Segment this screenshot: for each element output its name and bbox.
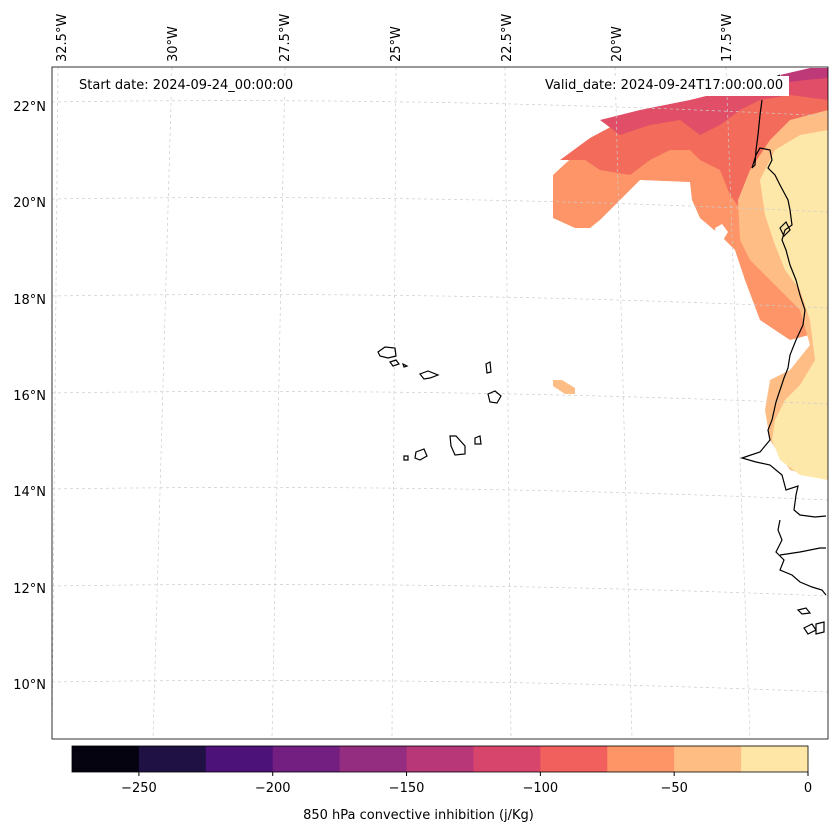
- lat-label: 10°N: [13, 678, 46, 693]
- valid-date-annotation: Valid_date: 2024-09-24T17:00:00.00: [539, 76, 790, 96]
- colorbar-swatch: [138, 746, 207, 772]
- gridline-lon: [51, 66, 59, 740]
- lat-label: 16°N: [13, 389, 46, 404]
- colorbar-swatch: [674, 746, 742, 772]
- gridline-lat: [51, 100, 829, 117]
- lon-label: 20°W: [610, 26, 625, 62]
- colorbar-swatch: [272, 746, 341, 772]
- colorbar-swatch: [406, 746, 474, 772]
- start-date-annotation: Start date: 2024-09-24_00:00:00: [73, 76, 300, 96]
- coastlines: [377, 74, 827, 635]
- lon-label: 30°W: [166, 26, 181, 62]
- colorbar-swatch: [473, 746, 541, 772]
- gridline-lat: [51, 487, 829, 501]
- gridline-lat: [51, 197, 829, 213]
- colorbar-tick-label: 0: [804, 781, 812, 796]
- colorbar-swatch: [72, 746, 140, 772]
- island-santiago: [449, 435, 466, 456]
- gridline-lon: [391, 66, 397, 740]
- lat-label: 12°N: [13, 582, 46, 597]
- colorbar-frame: [71, 745, 809, 773]
- map-area: [51, 66, 829, 740]
- island-santa-luzia: [401, 362, 409, 368]
- colorbar-tick-label: −250: [121, 781, 157, 796]
- lat-label: 22°N: [13, 100, 46, 115]
- guinea-islands: [796, 607, 825, 635]
- island-fogo: [414, 448, 428, 461]
- colorbar-swatch: [607, 746, 675, 772]
- colorbar-swatch: [205, 746, 274, 772]
- colorbar-tick-label: −150: [389, 781, 425, 796]
- field-patch-small: [553, 380, 575, 394]
- island-santo-antao: [377, 346, 397, 359]
- coastline-inlet: [779, 220, 791, 238]
- lat-label: 20°N: [13, 196, 46, 211]
- field-hole: [715, 224, 728, 242]
- lon-label: 17.5°W: [720, 14, 735, 62]
- island-sao-vicente: [389, 359, 400, 367]
- gambia-coast: [779, 547, 826, 556]
- island-brava: [403, 455, 409, 461]
- island-sao-nicolau: [419, 370, 440, 380]
- island-maio: [474, 435, 482, 445]
- gridline-lon: [504, 66, 512, 740]
- gridline-lon: [614, 66, 633, 740]
- longitude-labels: 32.5°W 30°W 27.5°W 25°W 22.5°W 20°W 17.5…: [55, 14, 735, 62]
- gridline-lat: [51, 680, 829, 693]
- gridline-lat: [51, 584, 829, 597]
- colorbar-tick-label: −100: [523, 781, 559, 796]
- colorbar-label: 850 hPa convective inhibition (j/Kg): [303, 808, 534, 823]
- latitude-labels: 22°N 20°N 18°N 16°N 14°N 12°N 10°N: [13, 100, 46, 693]
- colorbar-tick-label: −200: [255, 781, 291, 796]
- map-frame: [51, 66, 829, 740]
- colorbar-swatch: [339, 746, 408, 772]
- lon-label: 27.5°W: [278, 14, 293, 62]
- colorbar-swatch: [540, 746, 608, 772]
- gridline-lon: [152, 66, 173, 740]
- colorbar: −250 −200 −150 −100 −50 0: [71, 745, 812, 796]
- colorbar-swatch: [741, 746, 809, 772]
- lon-label: 22.5°W: [500, 14, 515, 62]
- gridline-lat: [51, 294, 829, 309]
- gridline-lat: [51, 391, 829, 405]
- island-boa-vista: [487, 390, 502, 404]
- gridline-lon: [725, 66, 751, 740]
- lat-label: 18°N: [13, 293, 46, 308]
- field-band-magenta: [780, 68, 828, 82]
- field-band-pale: [760, 130, 828, 480]
- colorbar-tick-label: −50: [660, 781, 687, 796]
- lon-label: 25°W: [389, 26, 404, 62]
- lat-label: 14°N: [13, 485, 46, 500]
- gridlines: [51, 66, 829, 740]
- island-sal: [485, 361, 492, 374]
- lon-label: 32.5°W: [55, 14, 70, 62]
- gridline-lon: [271, 66, 286, 740]
